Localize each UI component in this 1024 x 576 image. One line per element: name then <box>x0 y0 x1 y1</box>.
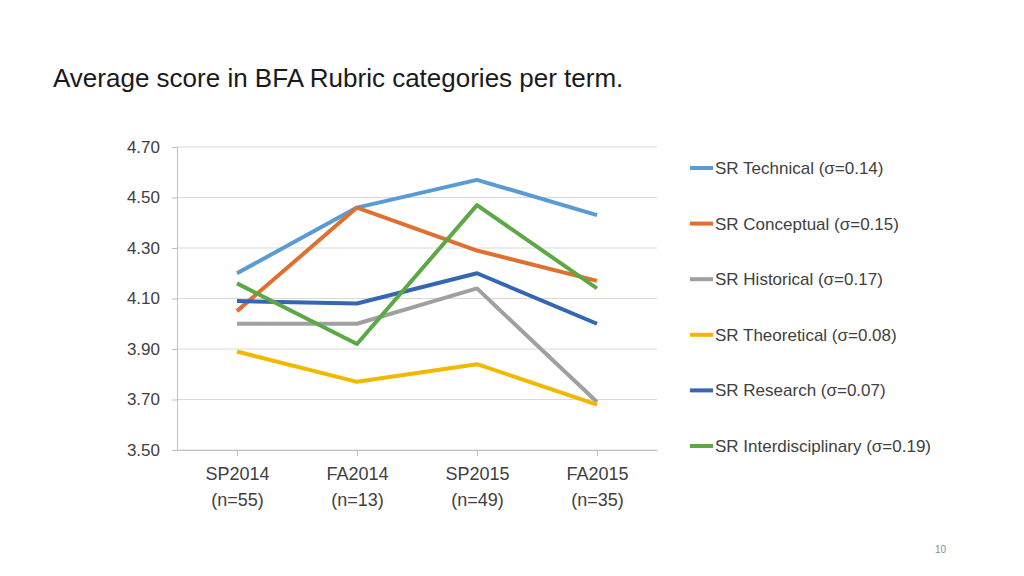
y-tick: 3.50 <box>127 441 177 460</box>
legend-swatch <box>690 444 713 448</box>
legend-item: SR Research (σ=0.07) <box>690 381 886 400</box>
y-tick-label: 3.50 <box>127 441 160 460</box>
grid-line <box>177 147 657 148</box>
x-tick: SP2014(n=55) <box>205 450 269 510</box>
lines <box>237 180 597 405</box>
x-axis-line <box>178 450 658 451</box>
grid-line <box>177 197 657 198</box>
y-tick-mark <box>172 349 177 350</box>
legend-swatch <box>690 388 713 392</box>
grid-line <box>177 248 657 249</box>
grid-line <box>177 450 657 451</box>
x-tick-mark <box>597 450 598 456</box>
y-tick: 4.70 <box>127 138 177 157</box>
y-tick-mark <box>172 299 177 300</box>
y-tick-label: 3.70 <box>127 390 160 409</box>
x-tick: SP2015(n=49) <box>445 450 509 510</box>
y-tick-label: 4.10 <box>127 289 160 308</box>
y-axis: 3.50 3.70 3.90 4.10 4.30 4.50 4.70 <box>127 138 178 460</box>
x-tick-mark <box>357 450 358 456</box>
y-axis-line <box>172 148 178 451</box>
y-tick: 4.30 <box>127 239 177 258</box>
legend-swatch <box>690 333 713 337</box>
y-tick-label: 4.70 <box>127 138 160 157</box>
y-tick-mark <box>172 147 177 148</box>
x-tick: FA2014(n=13) <box>326 450 388 510</box>
y-tick-label: 4.50 <box>127 188 160 207</box>
x-tick: FA2015(n=35) <box>566 450 628 510</box>
legend-item: SR Interdisciplinary (σ=0.19) <box>690 437 931 456</box>
series-line <box>237 208 597 312</box>
x-tick-label: SP2014(n=55) <box>205 464 269 510</box>
y-tick-mark <box>172 198 177 199</box>
legend-label: SR Interdisciplinary (σ=0.19) <box>715 437 931 456</box>
x-tick-label: FA2014(n=13) <box>326 464 388 510</box>
y-tick-mark <box>172 400 177 401</box>
legend-item: SR Theoretical (σ=0.08) <box>690 326 897 345</box>
grid <box>177 147 657 450</box>
y-tick: 3.70 <box>127 390 177 409</box>
y-tick-label: 4.30 <box>127 239 160 258</box>
x-tick-mark <box>237 450 238 456</box>
legend-item: SR Conceptual (σ=0.15) <box>690 215 899 234</box>
legend-label: SR Conceptual (σ=0.15) <box>715 215 899 234</box>
y-tick-mark <box>172 450 177 451</box>
grid-line <box>177 349 657 350</box>
legend-swatch <box>690 222 713 226</box>
y-tick: 4.50 <box>127 188 177 207</box>
legend-swatch <box>690 277 713 281</box>
y-tick: 4.10 <box>127 289 177 308</box>
x-tick-label: FA2015(n=35) <box>566 464 628 510</box>
title: Average score in BFA Rubric categories p… <box>53 63 623 93</box>
y-tick-label: 3.90 <box>127 340 160 359</box>
legend: SR Technical (σ=0.14) SR Conceptual (σ=0.… <box>690 159 931 456</box>
legend-label: SR Technical (σ=0.14) <box>715 159 883 178</box>
x-tick-mark <box>477 450 478 456</box>
page-number: 10 <box>935 544 947 555</box>
legend-label: SR Research (σ=0.07) <box>715 381 886 400</box>
series-line <box>237 273 597 324</box>
x-axis: SP2014(n=55) FA2014(n=13) SP2015(n=49) FA20… <box>178 450 658 510</box>
chart: Average score in BFA Rubric categories p… <box>0 0 1024 576</box>
series-line <box>237 205 597 344</box>
legend-item: SR Historical (σ=0.17) <box>690 270 883 289</box>
y-tick: 3.90 <box>127 340 177 359</box>
legend-label: SR Theoretical (σ=0.08) <box>715 326 897 345</box>
legend-item: SR Technical (σ=0.14) <box>690 159 883 178</box>
series-line <box>237 180 597 273</box>
legend-label: SR Historical (σ=0.17) <box>715 270 883 289</box>
series-line <box>237 352 597 405</box>
x-tick-label: SP2015(n=49) <box>445 464 509 510</box>
y-tick-mark <box>172 248 177 249</box>
legend-swatch <box>690 166 713 170</box>
